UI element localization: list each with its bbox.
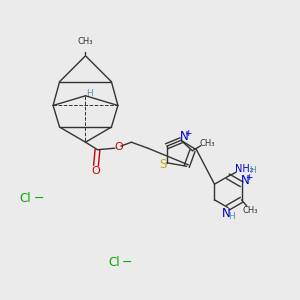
Text: O: O — [114, 142, 123, 152]
Text: CH₃: CH₃ — [78, 37, 93, 46]
Text: Cl: Cl — [20, 191, 31, 205]
Text: +: + — [246, 173, 253, 182]
Text: N: N — [241, 174, 250, 187]
Text: Cl: Cl — [108, 256, 120, 269]
Text: H: H — [249, 166, 256, 175]
Text: O: O — [92, 166, 100, 176]
Text: S: S — [159, 158, 167, 171]
Text: +: + — [184, 129, 192, 138]
Text: CH₃: CH₃ — [199, 139, 214, 148]
Text: −: − — [118, 256, 133, 269]
Text: N: N — [222, 207, 231, 220]
Text: CH₃: CH₃ — [242, 206, 258, 215]
Text: H: H — [86, 89, 92, 98]
Text: NH₂: NH₂ — [235, 164, 254, 174]
Text: H: H — [228, 212, 235, 221]
Text: N: N — [180, 130, 188, 143]
Text: −: − — [30, 191, 44, 205]
